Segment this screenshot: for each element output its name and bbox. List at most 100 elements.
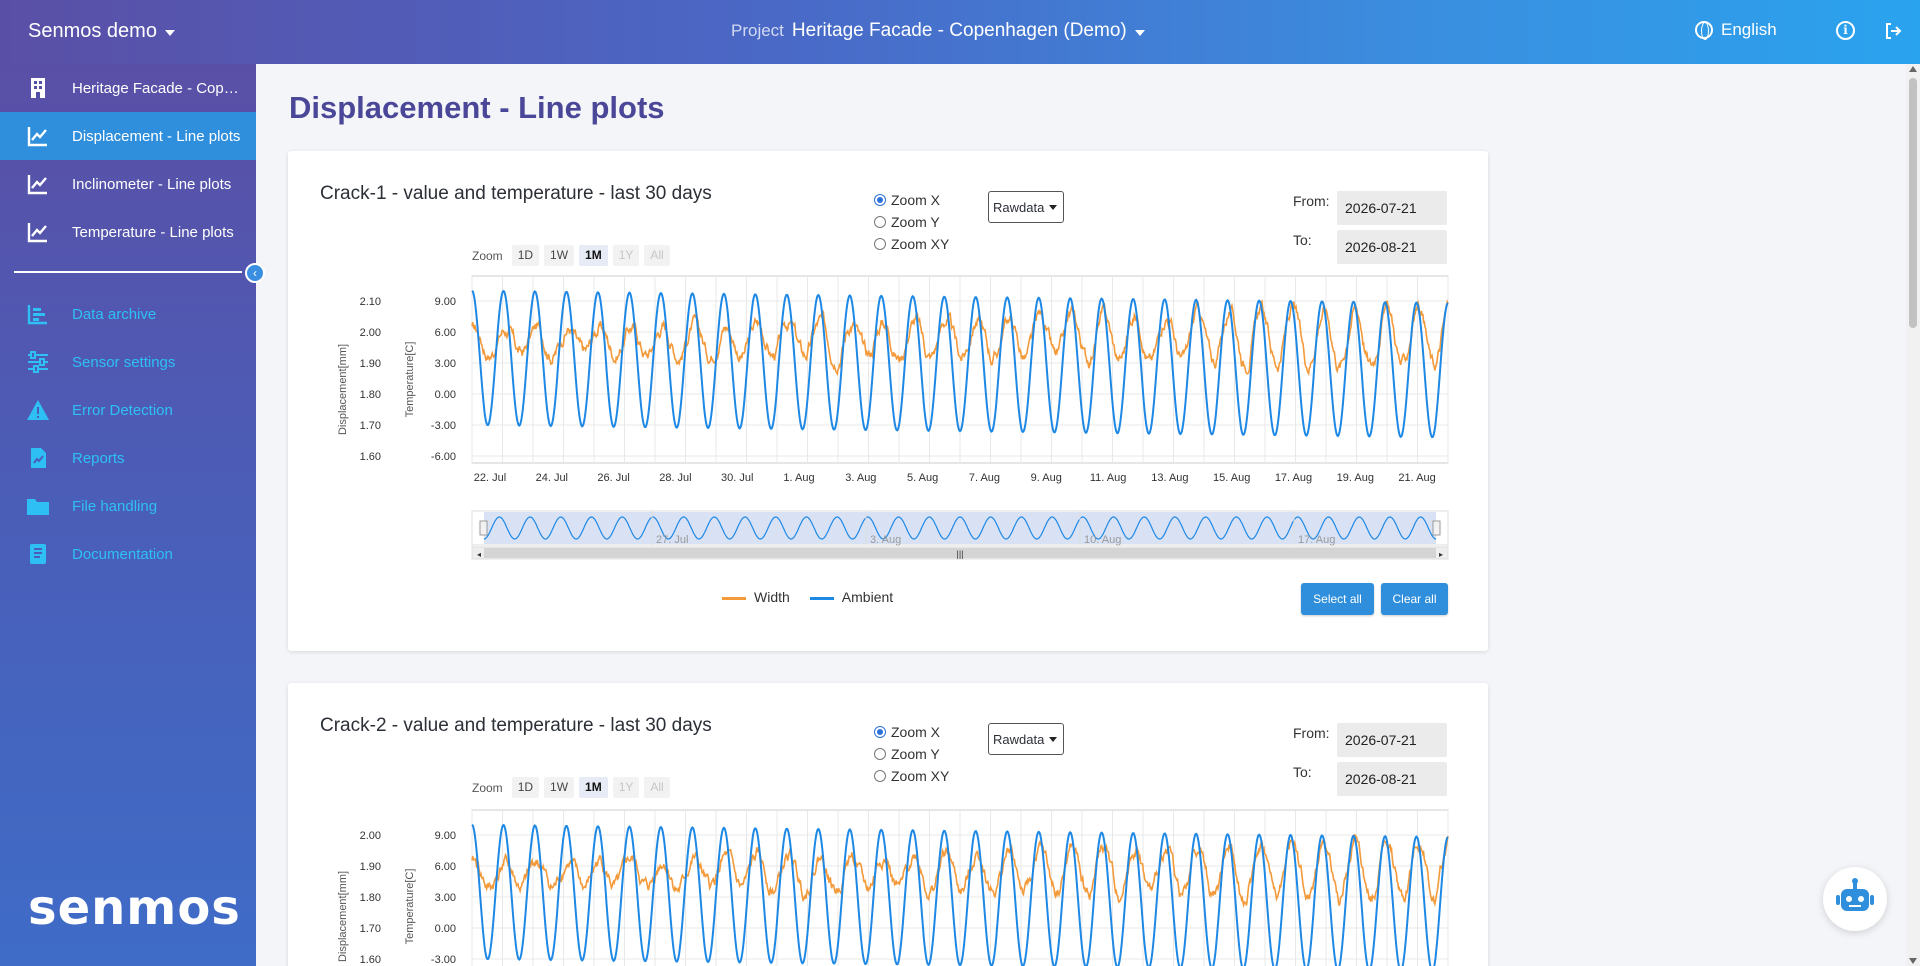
line-chart-icon [27, 223, 47, 243]
radio-label: Zoom Y [891, 214, 940, 230]
sidebar-item-error-detection[interactable]: Error Detection [0, 386, 256, 434]
chatbot-button[interactable] [1823, 867, 1887, 931]
range-1m-button[interactable]: 1M [579, 777, 608, 798]
sidebar-item-inclinometer[interactable]: Inclinometer - Line plots [0, 160, 256, 208]
report-icon [31, 448, 46, 468]
navigator-tick-label: 10. Aug [1084, 534, 1121, 546]
zoom-x-radio[interactable]: Zoom X [874, 189, 949, 211]
folder-icon [27, 499, 49, 515]
sidebar-item-data-archive[interactable]: Data archive [0, 290, 256, 338]
y2-tick-label: 0.00 [435, 923, 456, 935]
project-name: Heritage Facade - Copenhagen (Demo) [791, 20, 1127, 41]
range-1m-button[interactable]: 1M [579, 245, 608, 266]
y-tick-label: 1.80 [360, 389, 381, 401]
range-selector: Zoom 1D 1W 1M 1Y All [472, 245, 670, 266]
sidebar-item-displacement[interactable]: Displacement - Line plots [0, 112, 256, 160]
data-mode-select[interactable]: Rawdata [988, 723, 1064, 755]
radio-icon [874, 216, 886, 228]
collapse-sidebar-icon[interactable]: ‹ [245, 263, 265, 283]
range-1d-button[interactable]: 1D [511, 777, 540, 798]
select-all-button[interactable]: Select all [1301, 583, 1374, 615]
from-label: From: [1293, 725, 1330, 741]
y-axis-title: Displacement[mm] [337, 871, 349, 962]
y2-tick-label: -3.00 [431, 954, 456, 966]
x-tick-label: 19. Aug [1337, 472, 1374, 484]
navigator-right-handle [1432, 520, 1441, 536]
line-chart-crack-2[interactable]: 9.00 6.00 3.00 0.00 -3.00 2.00 1.90 1.80 1.70 1.6… [288, 683, 1488, 966]
scroll-up-icon[interactable] [1909, 66, 1917, 72]
chevron-down-icon [1134, 29, 1145, 36]
range-1w-button[interactable]: 1W [544, 245, 575, 266]
radio-icon [874, 748, 886, 760]
range-1w-button[interactable]: 1W [544, 777, 575, 798]
x-tick-label: 17. Aug [1275, 472, 1312, 484]
sidebar: Heritage Facade - Copenhagen (Demo) Disp… [0, 64, 265, 966]
project-selector[interactable]: Project Heritage Facade - Copenhagen (De… [731, 20, 1145, 42]
y-tick-label: 1.70 [360, 420, 381, 432]
x-tick-label: 9. Aug [1031, 472, 1062, 484]
logout-icon[interactable] [1883, 21, 1903, 41]
zoom-xy-radio[interactable]: Zoom XY [874, 765, 949, 787]
chart-title: Crack-1 - value and temperature - last 3… [320, 183, 712, 204]
language-label: English [1721, 20, 1777, 39]
sidebar-divider [14, 271, 242, 273]
from-date-input[interactable]: 2026-07-21 [1337, 191, 1447, 225]
zoom-mode-group: Zoom X Zoom Y Zoom XY [874, 189, 949, 255]
sidebar-item-sensor-settings[interactable]: Sensor settings [0, 338, 256, 386]
page-scrollbar[interactable] [1906, 64, 1920, 966]
y2-tick-label: -6.00 [431, 451, 456, 463]
sidebar-item-documentation[interactable]: Documentation [0, 530, 256, 578]
sidebar-item-file-handling[interactable]: File handling [0, 482, 256, 530]
line-chart-crack-1[interactable]: 9.00 6.00 3.00 0.00 -3.00 -6.00 2.10 2.00 1.90 1.… [288, 151, 1488, 571]
language-selector[interactable]: English [1695, 20, 1777, 40]
y-tick-label: 1.90 [360, 861, 381, 873]
data-mode-select[interactable]: Rawdata [988, 191, 1064, 223]
info-icon[interactable]: i [1836, 21, 1855, 40]
x-tick-label: 22. Jul [474, 472, 506, 484]
sidebar-item-label: Error Detection [72, 401, 173, 419]
sidebar-item-reports[interactable]: Reports [0, 434, 256, 482]
range-label: Zoom [472, 780, 503, 795]
y-tick-label: 2.10 [360, 296, 381, 308]
from-label: From: [1293, 193, 1330, 209]
sidebar-item-temperature[interactable]: Temperature - Line plots [0, 208, 256, 256]
to-date-input[interactable]: 2026-08-21 [1337, 230, 1447, 264]
chart-card-crack-2: Crack-2 - value and temperature - last 3… [288, 683, 1488, 966]
sidebar-item-label: Sensor settings [72, 353, 176, 371]
radio-icon [874, 770, 886, 782]
legend-item-ambient[interactable]: Ambient [809, 589, 893, 605]
x-tick-label: 28. Jul [659, 472, 691, 484]
line-chart-icon [27, 127, 47, 147]
y2-axis-title: Temperature[C] [404, 869, 416, 945]
chevron-down-icon [164, 30, 175, 36]
legend-item-width[interactable]: Width [722, 589, 790, 605]
globe-icon [1695, 21, 1713, 40]
zoom-xy-radio[interactable]: Zoom XY [874, 233, 949, 255]
to-date-input[interactable]: 2026-08-21 [1337, 762, 1447, 796]
zoom-mode-group: Zoom X Zoom Y Zoom XY [874, 721, 949, 787]
legend-swatch [722, 596, 746, 600]
zoom-y-radio[interactable]: Zoom Y [874, 211, 949, 233]
x-tick-label: 7. Aug [969, 472, 1000, 484]
y2-tick-label: 6.00 [435, 861, 456, 873]
radio-label: Zoom XY [891, 236, 950, 252]
zoom-y-radio[interactable]: Zoom Y [874, 743, 949, 765]
from-date-input[interactable]: 2026-07-21 [1337, 723, 1447, 757]
scrollbar-thumb[interactable] [1909, 78, 1917, 328]
navigator-left-handle [479, 520, 488, 536]
sidebar-item-project[interactable]: Heritage Facade - Copenhagen (Demo) [0, 64, 256, 112]
range-1d-button[interactable]: 1D [511, 245, 540, 266]
clear-all-button[interactable]: Clear all [1381, 583, 1448, 615]
legend-swatch [809, 596, 834, 600]
select-value: Rawdata [993, 199, 1045, 215]
y2-tick-label: 6.00 [435, 327, 456, 339]
to-label: To: [1293, 764, 1312, 780]
chevron-down-icon [1049, 205, 1057, 210]
chevron-down-icon [1049, 737, 1057, 742]
radio-label: Zoom XY [891, 768, 950, 784]
scroll-down-icon[interactable] [1909, 958, 1917, 964]
zoom-x-radio[interactable]: Zoom X [874, 721, 949, 743]
y2-tick-label: 3.00 [435, 358, 456, 370]
org-selector[interactable]: Senmos demo [28, 20, 175, 43]
navigator-scrollbar-thumb [484, 548, 1436, 558]
